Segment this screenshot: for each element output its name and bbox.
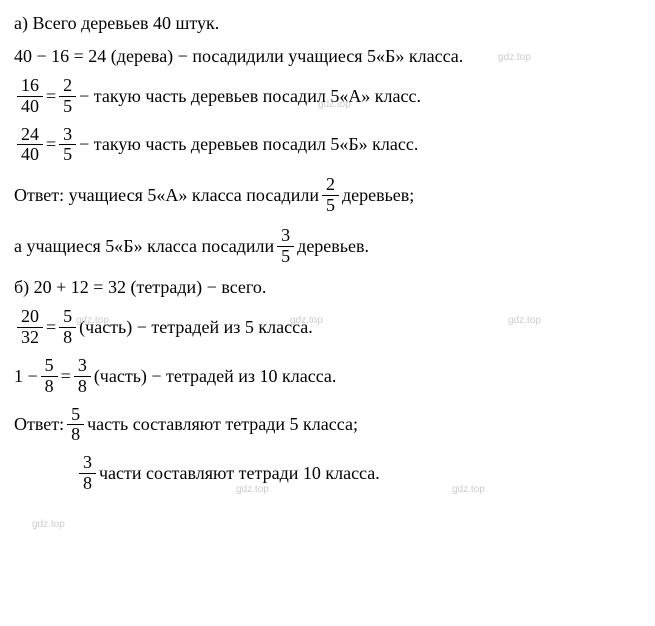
equals: = <box>46 314 56 341</box>
part-a-step3: 24 40 = 3 5 − такую часть деревьев посад… <box>14 125 641 166</box>
text: деревьев. <box>297 233 369 260</box>
part-a-answer2: а учащиеся 5«Б» класса посадили 3 5 дере… <box>14 226 641 267</box>
part-b-header: б) 20 + 12 = 32 (тетради) − всего. <box>14 274 641 301</box>
fraction: 24 40 <box>17 125 43 166</box>
text: (часть) − тетрадей из 5 класса. <box>79 314 313 341</box>
text: части составляют тетради 10 класса. <box>99 460 380 487</box>
fraction: 3 5 <box>277 226 294 267</box>
text: а) Всего деревьев 40 штук. <box>14 10 219 37</box>
fraction: 3 8 <box>79 453 96 494</box>
fraction: 5 8 <box>41 356 58 397</box>
denominator: 8 <box>79 474 96 494</box>
denominator: 8 <box>74 377 91 397</box>
denominator: 8 <box>67 425 84 445</box>
numerator: 2 <box>322 175 339 196</box>
numerator: 3 <box>74 356 91 377</box>
denominator: 5 <box>322 196 339 216</box>
text: 40 − 16 = 24 (дерева) − посадидили учащи… <box>14 43 463 70</box>
part-b-step1: 20 32 = 5 8 (часть) − тетрадей из 5 клас… <box>14 307 641 348</box>
text: Ответ: учащиеся 5«А» класса посадили <box>14 182 319 209</box>
numerator: 3 <box>79 453 96 474</box>
denominator: 8 <box>41 377 58 397</box>
part-a-step2: 16 40 = 2 5 − такую часть деревьев посад… <box>14 76 641 117</box>
fraction: 5 8 <box>59 307 76 348</box>
fraction: 5 8 <box>67 405 84 446</box>
part-a-answer1: Ответ: учащиеся 5«А» класса посадили 2 5… <box>14 175 641 216</box>
fraction: 20 32 <box>17 307 43 348</box>
numerator: 3 <box>59 125 76 146</box>
text: (часть) − тетрадей из 10 класса. <box>94 363 337 390</box>
text: − такую часть деревьев посадил 5«Б» клас… <box>79 131 418 158</box>
numerator: 5 <box>67 405 84 426</box>
denominator: 5 <box>277 247 294 267</box>
part-b-answer2: 3 8 части составляют тетради 10 класса. <box>76 453 641 494</box>
part-a-step1: 40 − 16 = 24 (дерева) − посадидили учащи… <box>14 43 641 70</box>
equals: = <box>61 363 71 390</box>
denominator: 8 <box>59 328 76 348</box>
numerator: 16 <box>17 76 43 97</box>
text: деревьев; <box>342 182 414 209</box>
watermark: gdz.top <box>32 517 65 532</box>
fraction: 16 40 <box>17 76 43 117</box>
text: б) 20 + 12 = 32 (тетради) − всего. <box>14 274 266 301</box>
denominator: 5 <box>59 97 76 117</box>
numerator: 5 <box>41 356 58 377</box>
part-b-step2: 1 − 5 8 = 3 8 (часть) − тетрадей из 10 к… <box>14 356 641 397</box>
text: − такую часть деревьев посадил 5«А» клас… <box>79 83 421 110</box>
text: а учащиеся 5«Б» класса посадили <box>14 233 274 260</box>
numerator: 20 <box>17 307 43 328</box>
numerator: 24 <box>17 125 43 146</box>
numerator: 3 <box>277 226 294 247</box>
fraction: 3 8 <box>74 356 91 397</box>
equals: = <box>46 83 56 110</box>
denominator: 40 <box>17 145 43 165</box>
numerator: 2 <box>59 76 76 97</box>
fraction: 3 5 <box>59 125 76 166</box>
text: 1 − <box>14 363 38 390</box>
denominator: 5 <box>59 145 76 165</box>
part-b-answer1: Ответ: 5 8 часть составляют тетради 5 кл… <box>14 405 641 446</box>
numerator: 5 <box>59 307 76 328</box>
fraction: 2 5 <box>322 175 339 216</box>
part-a-header: а) Всего деревьев 40 штук. <box>14 10 641 37</box>
text: часть составляют тетради 5 класса; <box>87 411 358 438</box>
text: Ответ: <box>14 411 64 438</box>
denominator: 32 <box>17 328 43 348</box>
equals: = <box>46 131 56 158</box>
denominator: 40 <box>17 97 43 117</box>
fraction: 2 5 <box>59 76 76 117</box>
